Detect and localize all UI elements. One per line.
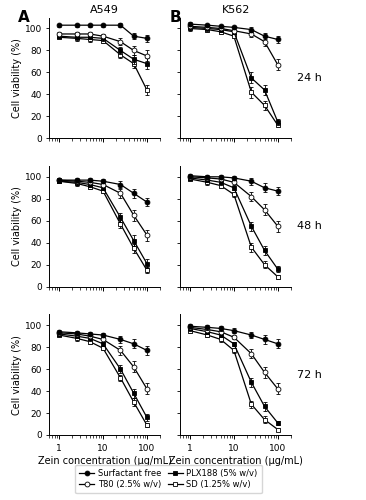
Text: 24 h: 24 h bbox=[296, 73, 321, 83]
Y-axis label: Cell viability (%): Cell viability (%) bbox=[12, 334, 22, 414]
Title: A549: A549 bbox=[90, 6, 119, 16]
Title: K562: K562 bbox=[221, 6, 250, 16]
Y-axis label: Cell viability (%): Cell viability (%) bbox=[12, 38, 22, 118]
X-axis label: Zein concentration (μg/mL): Zein concentration (μg/mL) bbox=[38, 456, 172, 466]
Legend: Surfactant free, T80 (2.5% w/v), PLX188 (5% w/v), SD (1.25% w/v): Surfactant free, T80 (2.5% w/v), PLX188 … bbox=[75, 464, 261, 494]
Y-axis label: Cell viability (%): Cell viability (%) bbox=[12, 186, 22, 266]
Text: B: B bbox=[169, 10, 181, 25]
Text: 48 h: 48 h bbox=[296, 221, 321, 231]
Text: 72 h: 72 h bbox=[296, 370, 321, 380]
X-axis label: Zein concentration (μg/mL): Zein concentration (μg/mL) bbox=[169, 456, 303, 466]
Text: A: A bbox=[18, 10, 30, 25]
